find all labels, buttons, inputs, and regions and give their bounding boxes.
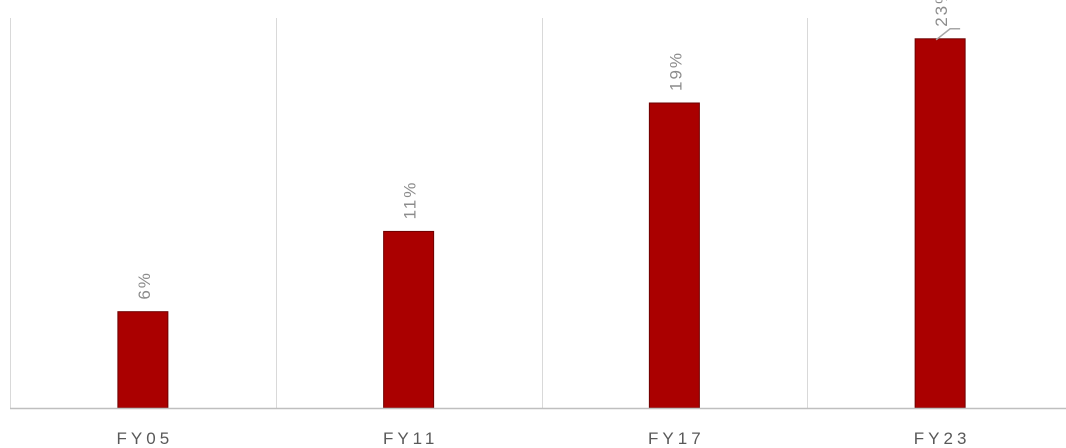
- data-label: 11%: [401, 181, 420, 220]
- data-label: 6%: [135, 271, 154, 300]
- x-tick-label: FY23: [914, 429, 971, 448]
- gridlines: [11, 18, 1066, 408]
- x-tick-label: FY05: [117, 429, 174, 448]
- x-axis: FY05 FY11 FY17 FY23: [10, 409, 1066, 448]
- bar-fy23: [915, 39, 965, 408]
- bar-fy17: [649, 103, 699, 408]
- data-label: 23%: [932, 0, 951, 27]
- data-label: 19%: [666, 51, 685, 91]
- x-tick-label: FY11: [383, 429, 438, 448]
- data-labels: 6% 11% 19% 23%: [135, 0, 960, 300]
- bar-fy11: [384, 231, 434, 408]
- bar-fy05: [118, 312, 168, 408]
- x-tick-label: FY17: [648, 429, 705, 448]
- bars: [118, 39, 965, 408]
- data-label-leader-line: [936, 29, 960, 40]
